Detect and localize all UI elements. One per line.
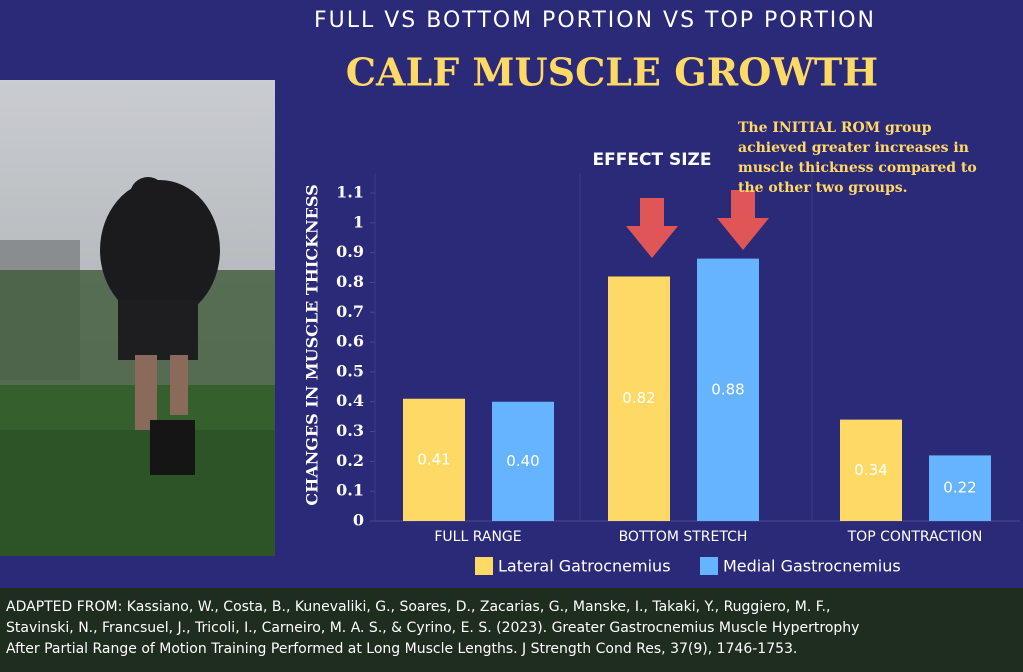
citation: After Partial Range of Motion Training P…: [6, 641, 797, 657]
chart-label: EFFECT SIZE: [593, 150, 712, 170]
bar: [608, 276, 670, 521]
value-label: 0.40: [506, 452, 539, 470]
legend-label: Medial Gastrocnemius: [723, 557, 901, 576]
y-tick-label: 0: [353, 511, 364, 530]
value-label: 0.88: [711, 380, 744, 398]
x-tick-label: BOTTOM STRETCH: [619, 529, 748, 545]
bar: [697, 258, 759, 521]
legend-swatch: [475, 557, 493, 575]
y-axis-label: CHANGES IN MUSCLE THICKNESS: [303, 184, 322, 505]
bar: [929, 455, 991, 521]
legend-label: Lateral Gatrocnemius: [498, 557, 671, 576]
bar: [840, 419, 902, 521]
citation: ADAPTED FROM: Kassiano, W., Costa, B., K…: [6, 599, 830, 615]
y-tick-label: 1: [353, 212, 364, 231]
annotation: muscle thickness compared to: [738, 160, 977, 176]
photo: [0, 80, 275, 556]
x-tick-label: TOP CONTRACTION: [847, 529, 983, 545]
bar: [492, 401, 554, 521]
arrows: [626, 190, 769, 258]
legend-swatch: [700, 557, 718, 575]
y-tick-label: 0.5: [336, 361, 364, 380]
annotation: The INITIAL ROM group: [738, 120, 932, 136]
y-tick-label: 0.1: [336, 481, 364, 500]
y-tick-label: 0.8: [336, 272, 364, 291]
citation: Stavinski, N., Francsuel, J., Tricoli, I…: [6, 620, 859, 636]
footer-band: [0, 588, 1023, 672]
y-tick-label: 0.9: [336, 242, 364, 261]
x-tick-label: FULL RANGE: [434, 529, 521, 545]
value-label: 0.41: [417, 450, 450, 468]
value-label: 0.82: [622, 389, 655, 407]
y-tick-label: 1.1: [336, 183, 364, 202]
bar: [403, 398, 465, 521]
y-tick-label: 0.3: [336, 421, 364, 440]
title: CALF MUSCLE GROWTH: [346, 50, 878, 95]
y-tick-label: 0.4: [336, 391, 364, 410]
y-tick-label: 0.2: [336, 451, 364, 470]
y-tick-label: 0.6: [336, 332, 364, 351]
annotation: the other two groups.: [738, 180, 908, 196]
value-label: 0.34: [854, 461, 887, 479]
annotation: achieved greater increases in: [738, 140, 969, 156]
value-label: 0.22: [943, 479, 976, 497]
y-tick-label: 0.7: [336, 302, 364, 321]
subtitle: FULL VS BOTTOM PORTION VS TOP PORTION: [314, 8, 876, 33]
